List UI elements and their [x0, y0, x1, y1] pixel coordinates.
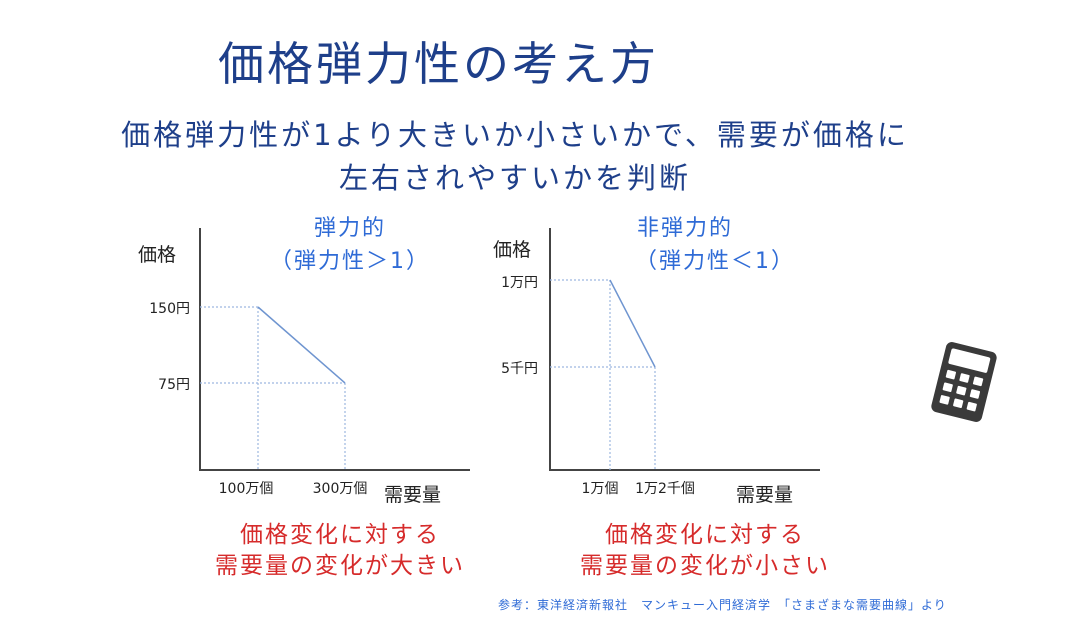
elastic-y-tick-low: 75円 [158, 377, 190, 393]
elastic-caption-2: 需要量の変化が大きい [215, 553, 465, 579]
inelastic-chart-title-2: （弾力性＜1） [635, 249, 795, 274]
elastic-x-axis-label: 需要量 [384, 484, 442, 506]
subtitle-line-1: 価格弾力性が1より大きいか小さいかで、需要が価格に [121, 118, 909, 152]
inelastic-y-tick-low: 5千円 [501, 361, 538, 377]
elastic-y-axis-label: 価格 [138, 244, 177, 266]
elastic-x-tick-high: 300万個 [312, 481, 368, 497]
inelastic-caption-2: 需要量の変化が小さい [580, 553, 830, 579]
source-note: 参考：東洋経済新報社 マンキュー入門経済学 「さまざまな需要曲線」より [498, 598, 947, 612]
inelastic-caption-1: 価格変化に対する [605, 522, 805, 548]
inelastic-x-tick-high: 1万2千個 [635, 481, 695, 497]
inelastic-x-tick-low: 1万個 [581, 481, 619, 497]
inelastic-x-axis-label: 需要量 [736, 484, 794, 506]
calculator-icon [931, 342, 997, 422]
page-title: 価格弾力性の考え方 [218, 37, 659, 91]
inelastic-demand-line [609, 279, 656, 368]
elastic-caption-1: 価格変化に対する [240, 522, 440, 548]
elastic-y-tick-high: 150円 [149, 301, 190, 317]
elastic-x-tick-low: 100万個 [218, 481, 274, 497]
elastic-chart-title-1: 弾力的 [313, 216, 386, 241]
elastic-demand-line [257, 306, 346, 384]
inelastic-y-tick-high: 1万円 [501, 275, 538, 291]
elastic-chart-title-2: （弾力性＞1） [270, 249, 430, 274]
subtitle-line-2: 左右されやすいかを判断 [338, 161, 691, 195]
inelastic-y-axis-label: 価格 [493, 239, 532, 261]
inelastic-chart-title-1: 非弾力的 [636, 216, 733, 241]
